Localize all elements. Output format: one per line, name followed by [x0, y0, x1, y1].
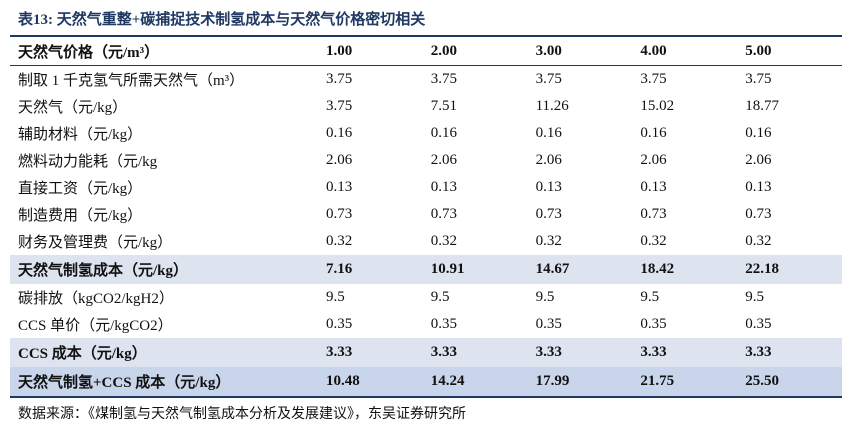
- table-title: 表13: 天然气重整+碳捕捉技术制氢成本与天然气价格密切相关: [18, 12, 426, 28]
- cell: 0.32: [535, 233, 562, 249]
- table-row: 财务及管理费（元/kg） 0.32 0.32 0.32 0.32 0.32: [10, 228, 842, 255]
- row-label: 制取 1 千克氢气所需天然气（m³）: [18, 73, 245, 89]
- cell: 0.35: [745, 316, 772, 332]
- cell: 0.16: [640, 125, 667, 141]
- cell: 0.35: [535, 316, 562, 332]
- cell: 3.00: [527, 36, 633, 66]
- table-row: 制造费用（元/kg） 0.73 0.73 0.73 0.73 0.73: [10, 201, 842, 228]
- cell: 3.33: [318, 338, 423, 367]
- cell: 9.5: [430, 289, 450, 305]
- cell: 21.75: [632, 367, 738, 397]
- row-label: 天然气（元/kg）: [18, 100, 128, 116]
- table-row: 天然气制氢+CCS 成本（元/kg） 10.48 14.24 17.99 21.75 25…: [10, 367, 842, 397]
- cell: 10.91: [422, 255, 528, 284]
- cell: 0.73: [745, 206, 772, 222]
- cell: 0.35: [430, 316, 458, 332]
- row-label: 碳排放（kgCO2/kgH2）: [18, 291, 174, 307]
- cell: 3.75: [535, 71, 562, 87]
- cell: 0.16: [745, 125, 772, 141]
- cell: 2.06: [326, 152, 353, 168]
- cell: 15.02: [640, 98, 675, 114]
- cell: 0.35: [640, 316, 667, 332]
- row-label: 财务及管理费（元/kg）: [18, 235, 173, 251]
- cell: 0.73: [535, 206, 562, 222]
- cell: 3.75: [326, 71, 353, 87]
- cell: 3.75: [640, 71, 667, 87]
- cell: 14.67: [527, 255, 633, 284]
- cell: 1.00: [318, 36, 423, 66]
- cell: 7.51: [430, 98, 458, 114]
- table-row: 碳排放（kgCO2/kgH2） 9.5 9.5 9.5 9.5 9.5: [10, 284, 842, 311]
- data-table: 天然气价格（元/m³） 1.00 2.00 3.00 4.00 5.00 制取 1 千克氢气…: [10, 35, 842, 398]
- cell: 0.16: [430, 125, 458, 141]
- cell: 0.13: [535, 179, 562, 195]
- cell: 14.24: [422, 367, 528, 397]
- cell: 0.73: [430, 206, 458, 222]
- table-row: 制取 1 千克氢气所需天然气（m³） 3.75 3.75 3.75 3.75 3.75: [10, 66, 842, 94]
- cell: 3.75: [745, 71, 772, 87]
- table-row: 燃料动力能耗（元/kg 2.06 2.06 2.06 2.06 2.06: [10, 147, 842, 174]
- cell: 25.50: [737, 367, 842, 397]
- cell: 3.33: [632, 338, 738, 367]
- cell: 3.75: [430, 71, 458, 87]
- cell: 7.16: [318, 255, 423, 284]
- source-note: 数据来源：《煤制氢与天然气制氢成本分析及发展建议》，东吴证券研究所: [18, 407, 466, 422]
- row-label: 天然气制氢+CCS 成本（元/kg）: [10, 367, 318, 397]
- cell: 3.75: [326, 98, 353, 114]
- cell: 9.5: [745, 289, 764, 305]
- cell: 10.48: [318, 367, 423, 397]
- cell: 2.00: [422, 36, 528, 66]
- cell: 0.73: [326, 206, 353, 222]
- cell: 2.06: [430, 152, 458, 168]
- cell: 0.13: [430, 179, 458, 195]
- table-row: 天然气制氢成本（元/kg） 7.16 10.91 14.67 18.42 22.18: [10, 255, 842, 284]
- cell: 11.26: [535, 98, 569, 114]
- cell: 0.13: [640, 179, 667, 195]
- cell: 0.32: [430, 233, 458, 249]
- table-row: CCS 成本（元/kg） 3.33 3.33 3.33 3.33 3.33: [10, 338, 842, 367]
- cell: 3.33: [422, 338, 528, 367]
- cell: 0.35: [326, 316, 353, 332]
- table-row: CCS 单价（元/kgCO2） 0.35 0.35 0.35 0.35 0.35: [10, 311, 842, 338]
- row-label: 天然气制氢成本（元/kg）: [10, 255, 318, 284]
- row-label: CCS 成本（元/kg）: [10, 338, 318, 367]
- cell: 2.06: [745, 152, 772, 168]
- cell: 18.77: [745, 98, 779, 114]
- cell: 17.99: [527, 367, 633, 397]
- cell: 0.16: [326, 125, 353, 141]
- cell: 0.32: [640, 233, 667, 249]
- row-label: 辅助材料（元/kg）: [18, 127, 143, 143]
- table-row: 直接工资（元/kg） 0.13 0.13 0.13 0.13 0.13: [10, 174, 842, 201]
- cell: 3.33: [737, 338, 842, 367]
- cell: 18.42: [632, 255, 738, 284]
- row-label: CCS 单价（元/kgCO2）: [18, 318, 173, 334]
- cell: 9.5: [640, 289, 660, 305]
- cell: 0.32: [326, 233, 353, 249]
- row-label: 天然气价格（元/m³）: [10, 36, 318, 66]
- cell: 2.06: [640, 152, 667, 168]
- row-label: 直接工资（元/kg）: [18, 181, 143, 197]
- cell: 0.13: [326, 179, 353, 195]
- cell: 4.00: [632, 36, 738, 66]
- cell: 3.33: [527, 338, 633, 367]
- table-row: 辅助材料（元/kg） 0.16 0.16 0.16 0.16 0.16: [10, 120, 842, 147]
- row-label: 燃料动力能耗（元/kg: [18, 154, 158, 170]
- row-label: 制造费用（元/kg）: [18, 208, 143, 224]
- cell: 5.00: [737, 36, 842, 66]
- cell: 0.32: [745, 233, 772, 249]
- cell: 0.73: [640, 206, 667, 222]
- cell: 2.06: [535, 152, 562, 168]
- table-row: 天然气价格（元/m³） 1.00 2.00 3.00 4.00 5.00: [10, 36, 842, 66]
- table-row: 天然气（元/kg） 3.75 7.51 11.26 15.02 18.77: [10, 93, 842, 120]
- cell: 0.16: [535, 125, 562, 141]
- cell: 9.5: [326, 289, 345, 305]
- cell: 22.18: [737, 255, 842, 284]
- cell: 9.5: [535, 289, 555, 305]
- cell: 0.13: [745, 179, 772, 195]
